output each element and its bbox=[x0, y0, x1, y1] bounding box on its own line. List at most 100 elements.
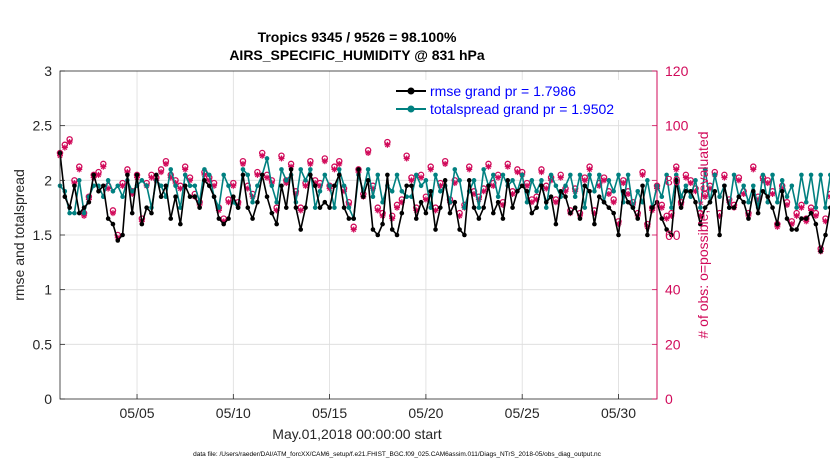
rmse-point bbox=[736, 194, 742, 200]
obs-evaluated-point bbox=[350, 226, 357, 233]
rmse-point bbox=[698, 221, 703, 227]
rmse-point bbox=[813, 221, 819, 227]
obs-evaluated-point bbox=[485, 163, 492, 170]
rmse-point bbox=[356, 167, 361, 172]
totalspread-point bbox=[389, 188, 395, 194]
totalspread-point bbox=[818, 172, 823, 178]
rmse-point bbox=[505, 178, 511, 183]
rmse-point bbox=[491, 210, 496, 216]
obs-evaluated-point bbox=[673, 166, 680, 173]
rmse-point bbox=[158, 194, 164, 200]
totalspread-point bbox=[115, 183, 121, 189]
totalspread-point bbox=[139, 178, 145, 183]
rmse-point bbox=[226, 216, 231, 221]
totalspread-point bbox=[587, 172, 592, 178]
totalspread-point bbox=[659, 194, 665, 200]
totalspread-point bbox=[543, 205, 549, 210]
obs-evaluated-point bbox=[225, 199, 232, 206]
obs-evaluated-point bbox=[552, 199, 559, 206]
obs-evaluated-point bbox=[620, 180, 627, 187]
x-tick-label: 05/20 bbox=[408, 405, 443, 421]
obs-evaluated-point bbox=[798, 204, 805, 211]
totalspread-point bbox=[606, 178, 612, 183]
totalspread-point bbox=[279, 167, 284, 172]
totalspread-point bbox=[365, 167, 371, 172]
rmse-point bbox=[269, 210, 275, 216]
rmse-point bbox=[760, 188, 766, 194]
rmse-point bbox=[101, 183, 106, 189]
obs-evaluated-point bbox=[177, 185, 184, 192]
rmse-point bbox=[438, 205, 443, 210]
y2-tick-label: 80 bbox=[665, 172, 681, 188]
obs-evaluated-point bbox=[625, 191, 632, 197]
totalspread-point bbox=[341, 183, 347, 189]
rmse-point bbox=[596, 194, 602, 200]
obs-evaluated-point bbox=[557, 174, 564, 181]
obs-evaluated-point bbox=[538, 169, 545, 176]
totalspread-point bbox=[471, 178, 477, 183]
rmse-point bbox=[495, 199, 501, 205]
obs-evaluated-point bbox=[524, 182, 531, 189]
y2-tick-label: 120 bbox=[665, 63, 689, 79]
rmse-point bbox=[206, 183, 212, 189]
y2-tick-label: 40 bbox=[665, 282, 681, 298]
totalspread-point bbox=[182, 172, 188, 178]
totalspread-point bbox=[240, 167, 246, 172]
rmse-point bbox=[543, 199, 549, 205]
rmse-point bbox=[635, 216, 641, 221]
rmse-point bbox=[67, 205, 72, 210]
y-axis-label: rmse and totalspread bbox=[11, 169, 27, 301]
obs-evaluated-point bbox=[721, 174, 728, 181]
rmse-point bbox=[794, 227, 799, 232]
totalspread-point bbox=[789, 183, 795, 189]
rmse-point bbox=[486, 183, 491, 189]
rmse-point bbox=[173, 194, 178, 200]
rmse-point bbox=[115, 238, 121, 243]
totalspread-point bbox=[529, 178, 535, 183]
y2-tick-label: 0 bbox=[665, 391, 673, 407]
obs-evaluated-point bbox=[422, 196, 429, 203]
legend: rmse grand pr = 1.7986 totalspread grand… bbox=[393, 80, 647, 120]
totalspread-point bbox=[332, 205, 337, 210]
rmse-point bbox=[770, 205, 775, 210]
rmse-point bbox=[134, 172, 140, 178]
obs-evaluated-point bbox=[119, 182, 126, 189]
rmse-point bbox=[750, 188, 756, 194]
totalspread-point bbox=[283, 178, 289, 183]
totalspread-point bbox=[823, 205, 828, 210]
obs-evaluated-point bbox=[702, 193, 709, 200]
totalspread-point bbox=[399, 188, 405, 194]
rmse-point bbox=[553, 221, 559, 227]
rmse-point bbox=[279, 183, 284, 189]
totalspread-point bbox=[380, 199, 385, 205]
rmse-point bbox=[96, 188, 101, 194]
rmse-point bbox=[664, 227, 669, 232]
rmse-point bbox=[365, 178, 371, 183]
rmse-point bbox=[332, 183, 337, 189]
rmse-point bbox=[125, 172, 130, 178]
rmse-point bbox=[722, 183, 727, 189]
rmse-point bbox=[823, 232, 828, 238]
y-tick-label: 0 bbox=[44, 391, 52, 407]
obs-evaluated-point bbox=[66, 139, 73, 146]
obs-evaluated-point bbox=[495, 174, 502, 181]
obs-evaluated-point bbox=[259, 152, 266, 159]
rmse-point bbox=[693, 199, 698, 205]
totalspread-point bbox=[413, 172, 419, 178]
rmse-point bbox=[428, 188, 434, 194]
rmse-point bbox=[452, 199, 458, 205]
totalspread-point bbox=[775, 199, 780, 205]
chart-subtitle: AIRS_SPECIFIC_HUMIDITY @ 831 hPa bbox=[229, 47, 485, 63]
rmse-point bbox=[259, 172, 265, 178]
rmse-point bbox=[187, 194, 193, 200]
rmse-point bbox=[62, 194, 68, 200]
x-tick-label: 05/10 bbox=[216, 405, 251, 421]
obs-evaluated-point bbox=[735, 177, 742, 184]
rmse-point bbox=[707, 199, 713, 205]
totalspread-point bbox=[683, 183, 689, 189]
rmse-point bbox=[235, 205, 241, 210]
rmse-point bbox=[784, 216, 790, 221]
rmse-point bbox=[182, 183, 188, 189]
obs-evaluated-point bbox=[331, 166, 338, 173]
totalspread-point bbox=[245, 172, 251, 178]
